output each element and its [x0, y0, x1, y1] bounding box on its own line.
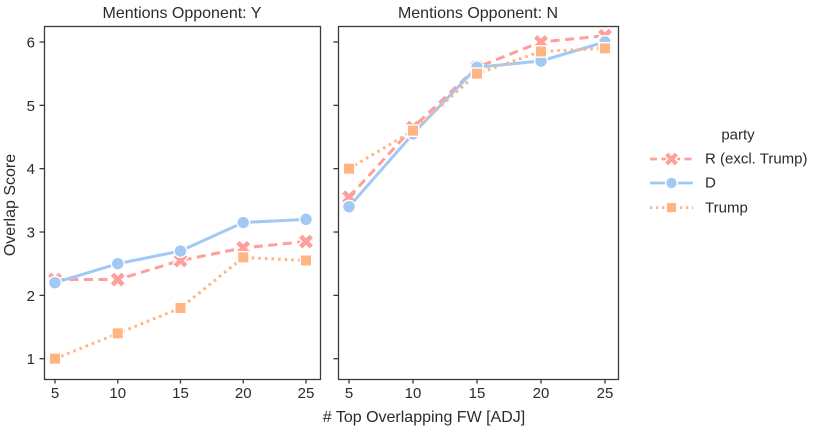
panel-border [43, 25, 322, 381]
legend-label-d: D [705, 174, 716, 192]
facet-title-mentions-opponent-n: Mentions Opponent: N [397, 5, 559, 22]
legend-swatch-r-excl-trump [650, 151, 693, 167]
marker-X-r-excl-trump [664, 151, 679, 167]
series-line-r-excl-trump [347, 34, 606, 199]
legend-swatch-d [650, 176, 693, 190]
facet-title-mentions-opponent-y: Mentions Opponent: Y [102, 5, 262, 22]
y-tick-label: 3 [27, 225, 35, 242]
panel-border [337, 25, 620, 381]
marker-square-trump [598, 41, 612, 55]
legend-label-trump: Trump [705, 199, 748, 217]
x-tick-label: 10 [109, 385, 126, 402]
x-tick-label: 20 [533, 385, 550, 402]
legend [650, 151, 693, 214]
legend-title: party [721, 126, 755, 144]
series-r-excl-trump [47, 233, 314, 288]
y-tick-label: 2 [27, 288, 35, 305]
series-r-excl-trump [341, 27, 613, 206]
marker-square-trump [174, 301, 187, 315]
series-trump [342, 41, 612, 176]
marker-square-trump [665, 201, 678, 214]
marker-circle-d [47, 275, 63, 290]
x-tick-label: 15 [469, 385, 486, 402]
marker-square-trump [299, 254, 313, 267]
x-tick-label: 5 [51, 385, 59, 402]
marker-circle-d [173, 243, 188, 259]
legend-label-r-excl-trump: R (excl. Trump) [705, 150, 808, 168]
panel-mentions-opponent-y: 1 2 3 4 5 6 5 10 15 20 25 [27, 25, 322, 402]
y-axis-title: Overlap Score [2, 153, 19, 257]
marker-circle-d [236, 215, 251, 230]
marker-square-trump [534, 45, 548, 58]
marker-circle-d [341, 199, 357, 214]
marker-circle-d [110, 256, 125, 271]
marker-square-trump [342, 162, 356, 176]
y-tick-label: 4 [27, 161, 35, 178]
marker-circle-d [298, 212, 314, 227]
x-tick-label: 25 [298, 385, 315, 402]
marker-square-trump [236, 250, 250, 264]
series-trump [48, 250, 313, 366]
series-d [47, 212, 314, 290]
x-tick-label: 20 [235, 385, 252, 402]
y-tick-label: 5 [27, 98, 35, 115]
marker-square-trump [470, 67, 484, 81]
marker-square-trump [406, 124, 420, 138]
legend-swatch-trump [650, 201, 693, 214]
marker-X-r-excl-trump [298, 233, 314, 250]
x-tick-label: 25 [597, 385, 614, 402]
x-tick-label: 5 [345, 385, 353, 402]
y-tick-label: 1 [27, 351, 35, 368]
x-tick-label: 15 [172, 385, 189, 402]
marker-circle-d [664, 176, 679, 190]
x-axis-title: # Top Overlapping FW [ADJ] [322, 409, 526, 426]
y-tick-label: 6 [27, 35, 35, 52]
series-d [341, 34, 613, 214]
x-tick-label: 10 [405, 385, 422, 402]
marker-square-trump [48, 352, 62, 366]
panel-mentions-opponent-n: 5 10 15 20 25 [333, 25, 620, 402]
marker-square-trump [111, 326, 125, 340]
marker-X-r-excl-trump [109, 271, 126, 288]
